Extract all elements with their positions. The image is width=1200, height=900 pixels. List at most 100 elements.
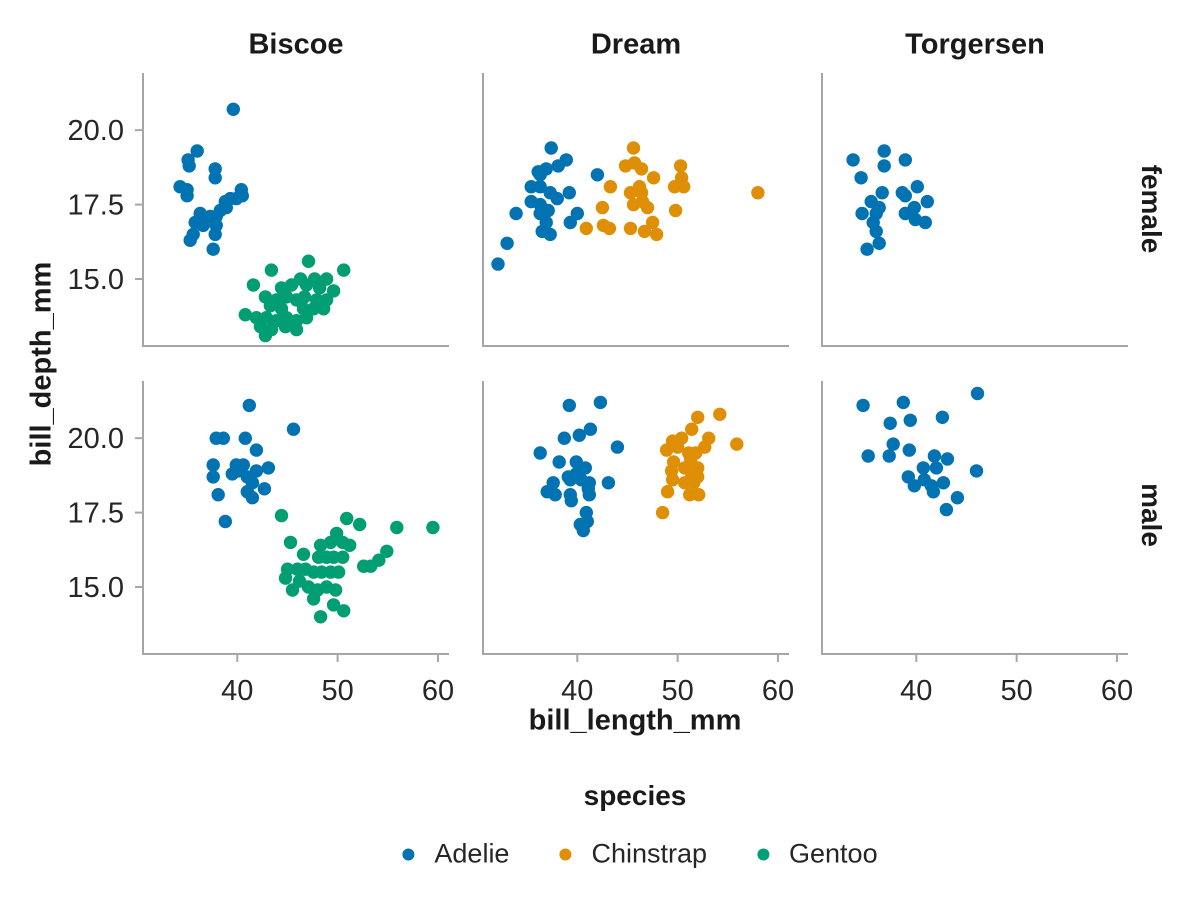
data-point-adelie (593, 395, 608, 410)
data-point-adelie (218, 514, 232, 529)
data-point-gentoo (312, 281, 327, 295)
data-point-chinstrap (677, 180, 691, 194)
data-point-adelie (551, 159, 565, 173)
data-point-chinstrap (713, 407, 727, 421)
data-point-chinstrap (655, 505, 670, 520)
data-point-chinstrap (579, 221, 593, 236)
data-point-adelie (557, 431, 571, 445)
data-point-gentoo (246, 278, 261, 292)
data-point-adelie (907, 479, 921, 493)
data-point-adelie (582, 488, 596, 502)
data-point-adelie (562, 398, 576, 413)
data-point-gentoo (296, 547, 311, 561)
data-point-gentoo (380, 544, 394, 558)
data-point-chinstrap (637, 224, 652, 239)
data-point-chinstrap (645, 215, 660, 230)
data-point-adelie (211, 488, 225, 502)
data-point-chinstrap (730, 437, 744, 451)
data-point-adelie (610, 440, 625, 454)
data-point-gentoo (316, 302, 331, 316)
data-point-chinstrap (673, 159, 688, 173)
data-point-adelie (576, 523, 590, 538)
data-point-adelie (903, 413, 917, 427)
data-point-adelie (182, 159, 196, 173)
legend-label-gentoo: Gentoo (789, 838, 878, 869)
data-point-adelie (898, 189, 912, 203)
data-point-adelie (861, 449, 875, 463)
data-point-gentoo (331, 565, 346, 579)
data-point-adelie (570, 206, 584, 221)
data-point-gentoo (258, 328, 273, 343)
data-point-gentoo (238, 308, 252, 322)
data-point-gentoo (336, 550, 350, 564)
y-tick-label: 17.5 (68, 498, 124, 530)
data-point-chinstrap (646, 171, 661, 185)
data-point-adelie (249, 443, 264, 457)
data-point-chinstrap (603, 180, 618, 194)
data-point-adelie (601, 476, 616, 490)
legend-entry-adelie: Adelie (402, 839, 509, 870)
data-point-gentoo (326, 284, 341, 298)
data-point-adelie (590, 168, 605, 182)
data-point-adelie (950, 491, 965, 505)
data-point-gentoo (343, 538, 357, 552)
x-tick-label: 60 (1101, 675, 1133, 707)
data-point-adelie (533, 168, 547, 182)
data-point-gentoo (313, 610, 328, 624)
facet-col-title-dream: Dream (590, 28, 682, 61)
data-point-adelie (206, 470, 220, 484)
data-point-adelie (562, 186, 576, 200)
data-point-adelie (533, 446, 547, 460)
data-point-adelie (886, 437, 900, 451)
data-point-adelie (550, 191, 564, 206)
data-point-adelie (180, 189, 194, 203)
legend-entry-chinstrap: Chinstrap (559, 839, 707, 870)
data-point-gentoo (337, 263, 351, 277)
data-point-gentoo (274, 508, 289, 523)
data-point-adelie (509, 206, 523, 221)
legend-title: species (583, 780, 687, 811)
data-point-adelie (183, 233, 197, 247)
data-point-chinstrap (687, 476, 701, 490)
data-point-chinstrap (649, 227, 664, 242)
data-point-chinstrap (640, 200, 655, 215)
y-tick-label: 20.0 (68, 423, 124, 455)
data-point-chinstrap (685, 422, 699, 436)
data-point-adelie (927, 449, 942, 463)
adelie-marker-icon (402, 848, 415, 860)
data-point-chinstrap (595, 200, 610, 215)
data-point-adelie (869, 224, 883, 239)
data-point-adelie (926, 485, 941, 499)
data-point-adelie (226, 102, 240, 117)
data-point-adelie (877, 159, 891, 173)
data-point-gentoo (283, 535, 298, 550)
data-point-chinstrap (691, 410, 705, 424)
data-point-adelie (572, 428, 586, 442)
data-point-adelie (257, 482, 272, 496)
data-point-gentoo (263, 299, 278, 313)
data-point-gentoo (285, 583, 300, 597)
data-point-chinstrap (659, 443, 674, 457)
data-point-adelie (936, 476, 951, 490)
data-point-chinstrap (634, 162, 649, 176)
data-point-adelie (872, 236, 886, 250)
data-point-chinstrap (626, 141, 641, 155)
data-point-gentoo (353, 517, 367, 532)
data-point-adelie (910, 180, 924, 194)
data-point-adelie (563, 215, 577, 230)
data-point-chinstrap (665, 473, 680, 487)
data-point-adelie (854, 171, 868, 185)
data-point-adelie (902, 443, 916, 457)
x-tick-label: 40 (900, 675, 932, 707)
data-point-chinstrap (751, 186, 765, 200)
data-point-adelie (583, 422, 598, 436)
data-point-adelie (970, 386, 985, 401)
data-point-adelie (939, 502, 954, 517)
y-tick-label: 15.0 (68, 572, 124, 604)
x-tick-label: 50 (1001, 675, 1033, 707)
data-point-chinstrap (670, 440, 685, 454)
data-point-adelie (208, 227, 222, 242)
data-point-adelie (196, 218, 210, 233)
